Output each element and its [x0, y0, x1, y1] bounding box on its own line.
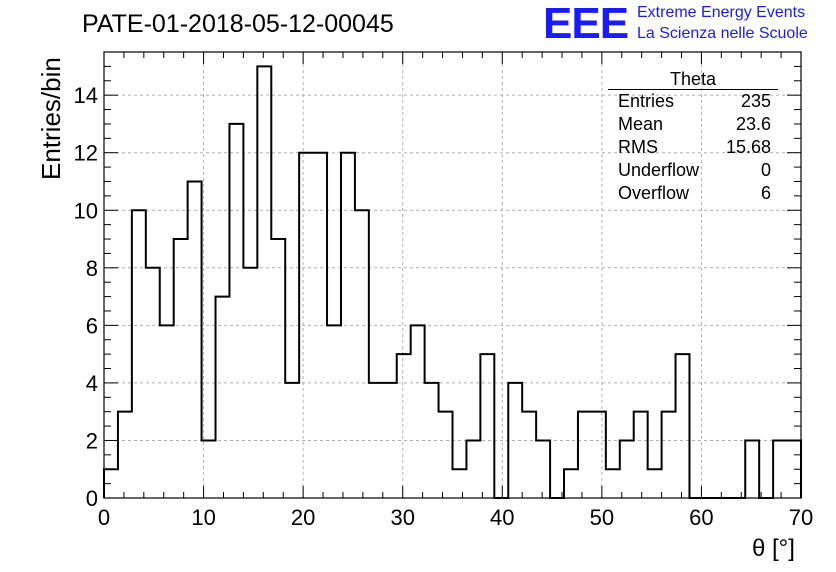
- x-tick-label: 70: [789, 505, 813, 530]
- stats-row: Entries 235: [608, 90, 778, 113]
- stats-value: 15.68: [725, 137, 771, 157]
- eee-logo: EEE: [543, 0, 629, 48]
- y-tick-label: 2: [86, 428, 98, 453]
- x-tick-label: 10: [191, 505, 215, 530]
- stats-label: Underflow: [618, 160, 700, 180]
- stats-row: Overflow 6: [608, 182, 778, 205]
- stats-value: 6: [760, 183, 771, 203]
- plot-frame: [103, 51, 802, 499]
- stats-row: Underflow 0: [608, 159, 778, 182]
- y-tick-label: 6: [86, 313, 98, 338]
- x-tick-label: 60: [689, 505, 713, 530]
- stats-label: Mean: [618, 114, 664, 134]
- y-tick-label: 8: [86, 256, 98, 281]
- y-tick-label: 4: [86, 371, 98, 396]
- stats-row: RMS 15.68: [608, 136, 778, 159]
- y-tick-label: 10: [74, 198, 98, 223]
- y-tick-label: 14: [74, 83, 98, 108]
- logo-line-2: La Scienza nelle Scuole: [637, 25, 808, 42]
- stats-row: Mean 23.6: [608, 113, 778, 136]
- logo-line-1: Extreme Energy Events: [637, 4, 806, 21]
- x-tick-label: 20: [291, 505, 315, 530]
- stats-label: Entries: [618, 91, 675, 111]
- y-axis-label: Entries/bin: [36, 57, 66, 180]
- stats-label: RMS: [618, 137, 658, 157]
- stats-label: Overflow: [618, 183, 690, 203]
- histogram-series: [103, 65, 802, 499]
- stats-title: Theta: [608, 69, 778, 90]
- y-tick-label: 12: [74, 141, 98, 166]
- y-tick-label: 0: [86, 486, 98, 511]
- stats-value: 0: [760, 160, 771, 180]
- stats-value: 23.6: [735, 114, 771, 134]
- x-tick-label: 30: [390, 505, 414, 530]
- stats-value: 235: [740, 91, 771, 111]
- x-tick-label: 40: [490, 505, 514, 530]
- x-tick-label: 50: [590, 505, 614, 530]
- chart-title: PATE-01-2018-05-12-00045: [82, 10, 394, 38]
- stats-box: Theta Entries 235 Mean 23.6 RMS 15.68 Un…: [608, 69, 778, 205]
- x-axis-label: θ [°]: [752, 535, 795, 562]
- y-axis-label-container: Entries/bin: [4, 57, 66, 180]
- x-tick-label: 0: [98, 505, 110, 530]
